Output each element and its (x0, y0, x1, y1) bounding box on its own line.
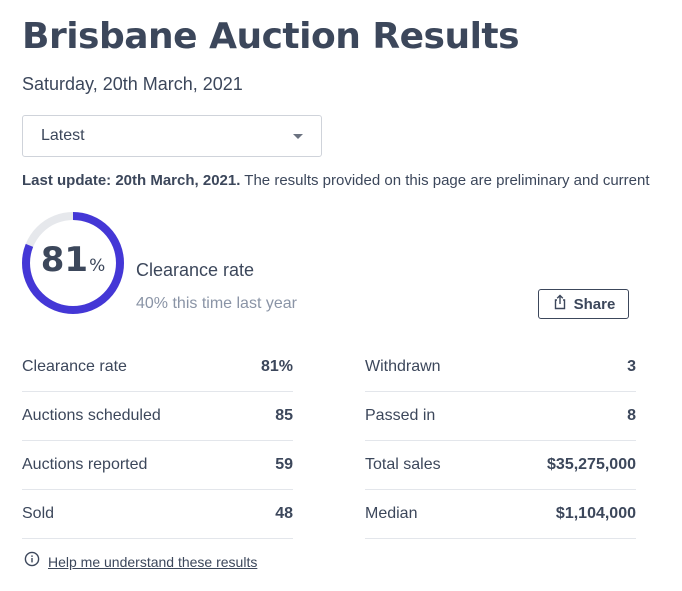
stat-label: Total sales (365, 456, 441, 473)
stat-value: 3 (627, 358, 636, 375)
stat-row: Total sales $35,275,000 (365, 441, 636, 490)
stat-value: 81% (260, 358, 293, 375)
clearance-ring-graphic (22, 212, 124, 314)
share-label: Share (573, 295, 616, 313)
stat-value: 59 (275, 456, 293, 473)
results-period-select[interactable]: Latest (22, 115, 322, 157)
stats-right-column: Withdrawn 3 Passed in 8 Total sales $35,… (365, 343, 636, 539)
clearance-rate-label: Clearance rate (136, 260, 255, 280)
stat-row: Sold 48 (22, 490, 293, 539)
stat-value: $1,104,000 (555, 505, 636, 522)
stat-row: Withdrawn 3 (365, 343, 636, 392)
stat-label: Auctions scheduled (22, 407, 161, 424)
share-icon (552, 294, 568, 315)
update-notice: Last update: 20th March, 2021. The resul… (22, 172, 650, 189)
stat-label: Passed in (365, 407, 436, 424)
ring-progress (22, 212, 124, 314)
stat-value: $35,275,000 (547, 456, 636, 473)
update-text: The results provided on this page are pr… (240, 172, 650, 189)
clearance-number: 81 (40, 240, 89, 280)
info-icon (24, 551, 40, 572)
stat-row: Passed in 8 (365, 392, 636, 441)
clearance-ring-value: 81% (20, 240, 126, 280)
stats-left-column: Clearance rate 81% Auctions scheduled 85… (22, 343, 293, 539)
stat-value: 48 (275, 505, 293, 522)
stat-label: Clearance rate (22, 358, 127, 375)
page-title: Brisbane Auction Results (22, 16, 520, 57)
clearance-last-year: 40% this time last year (136, 295, 297, 312)
stat-row: Auctions reported 59 (22, 441, 293, 490)
help-link-label[interactable]: Help me understand these results (48, 553, 258, 570)
results-date: Saturday, 20th March, 2021 (22, 74, 243, 94)
share-button[interactable]: Share (538, 289, 629, 319)
stat-row: Auctions scheduled 85 (22, 392, 293, 441)
stat-value: 85 (275, 407, 293, 424)
update-date: Last update: 20th March, 2021. (22, 172, 241, 189)
select-value: Latest (41, 127, 85, 144)
stat-row: Median $1,104,000 (365, 490, 636, 539)
stat-label: Withdrawn (365, 358, 441, 375)
stat-label: Median (365, 505, 418, 522)
stat-row: Clearance rate 81% (22, 343, 293, 392)
help-link[interactable]: Help me understand these results (24, 551, 257, 572)
clearance-ring: 81% (20, 210, 126, 316)
stat-label: Sold (22, 505, 55, 522)
clearance-percent-sign: % (89, 256, 106, 276)
stat-value: 8 (627, 407, 636, 424)
chevron-down-icon (293, 134, 303, 139)
stat-label: Auctions reported (22, 456, 148, 473)
